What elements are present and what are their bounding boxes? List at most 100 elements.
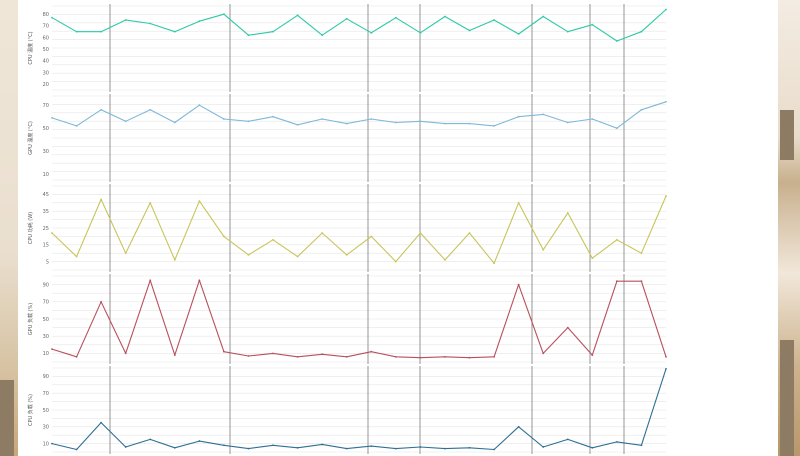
data-point	[615, 441, 618, 443]
data-point	[124, 252, 127, 255]
data-point	[640, 30, 643, 33]
data-point	[272, 352, 274, 355]
data-point	[296, 123, 299, 126]
y-tick-label: 50	[43, 408, 49, 414]
data-point	[493, 355, 495, 358]
data-point	[296, 14, 299, 17]
data-point	[370, 445, 373, 448]
y-axis-label: GPU 温度 (°C)	[27, 121, 34, 155]
data-point	[198, 440, 201, 442]
data-point	[665, 8, 667, 11]
data-point	[100, 300, 103, 303]
data-point	[124, 446, 127, 448]
y-axis-label: CPU 功耗 (W)	[27, 212, 34, 244]
data-point	[272, 444, 274, 447]
data-point	[75, 355, 78, 358]
data-point	[591, 23, 594, 26]
data-point	[247, 355, 250, 357]
y-axis-label: CPU 温度 (°C)	[27, 31, 34, 64]
data-point	[394, 121, 397, 124]
data-point	[223, 444, 225, 447]
data-point	[321, 34, 324, 37]
data-point	[394, 16, 397, 19]
y-tick-label: 30	[43, 149, 49, 155]
data-point	[75, 448, 78, 451]
data-point	[75, 125, 78, 127]
data-point	[173, 259, 176, 261]
data-point	[173, 354, 176, 357]
y-tick-label: 25	[43, 226, 49, 232]
data-point	[517, 283, 520, 286]
data-point	[51, 116, 53, 119]
series-line	[51, 279, 667, 359]
data-point	[640, 108, 643, 111]
data-point	[444, 447, 446, 450]
data-point	[345, 122, 348, 125]
data-point	[149, 108, 152, 111]
data-point	[296, 255, 299, 258]
data-point	[468, 446, 471, 449]
y-tick-label: 20	[43, 82, 49, 88]
data-point	[370, 350, 373, 353]
y-tick-label: 50	[43, 126, 49, 132]
data-point	[615, 280, 618, 283]
data-point	[247, 253, 250, 256]
series-line	[51, 9, 667, 42]
y-tick-label: 50	[43, 317, 49, 323]
data-point	[615, 238, 618, 241]
data-point	[542, 113, 545, 116]
data-point	[591, 257, 594, 260]
data-point	[124, 19, 127, 21]
data-point	[591, 446, 594, 449]
data-point	[296, 355, 299, 358]
data-point	[591, 118, 594, 120]
charts-svg: 20 30 40 50 60 70 80 CPU 温度 (°C) 10 30 50 70 GPU 温度 …	[27, 4, 667, 454]
data-point	[223, 350, 225, 353]
data-point	[223, 235, 225, 238]
data-point	[124, 120, 127, 123]
data-point	[345, 253, 348, 256]
data-point	[149, 201, 152, 204]
data-point	[517, 201, 520, 204]
y-tick-label: 30	[43, 70, 49, 76]
y-tick-label: 30	[43, 334, 49, 340]
data-point	[444, 122, 446, 125]
data-point	[198, 279, 201, 282]
data-point	[321, 232, 324, 234]
data-point	[419, 356, 422, 359]
data-point	[247, 34, 250, 37]
y-tick-label: 90	[43, 374, 49, 380]
data-point	[566, 326, 569, 329]
data-point	[173, 446, 176, 449]
data-point	[345, 355, 348, 358]
data-point	[493, 262, 495, 265]
data-point	[321, 443, 324, 446]
data-point	[542, 15, 545, 18]
data-point	[321, 118, 324, 120]
data-point	[272, 115, 274, 118]
y-axis-label: GPU 负载 (%)	[27, 303, 34, 335]
data-point	[640, 444, 643, 447]
data-point	[468, 122, 471, 125]
data-point	[665, 355, 667, 358]
y-tick-label: 70	[43, 103, 49, 109]
data-point	[615, 127, 618, 130]
y-tick-label: 70	[43, 300, 49, 306]
y-tick-label: 90	[43, 282, 49, 288]
data-point	[615, 40, 618, 42]
data-point	[444, 355, 446, 358]
data-point	[198, 20, 201, 23]
data-point	[419, 446, 422, 448]
data-point	[173, 121, 176, 124]
y-tick-label: 15	[43, 243, 49, 249]
data-point	[665, 100, 667, 103]
data-point	[100, 30, 103, 33]
data-point	[542, 446, 545, 448]
y-tick-label: 80	[43, 12, 49, 18]
data-point	[149, 438, 152, 441]
y-tick-label: 10	[43, 172, 49, 178]
data-point	[247, 120, 250, 123]
data-point	[198, 200, 201, 203]
data-point	[566, 438, 569, 441]
data-point	[394, 260, 397, 263]
